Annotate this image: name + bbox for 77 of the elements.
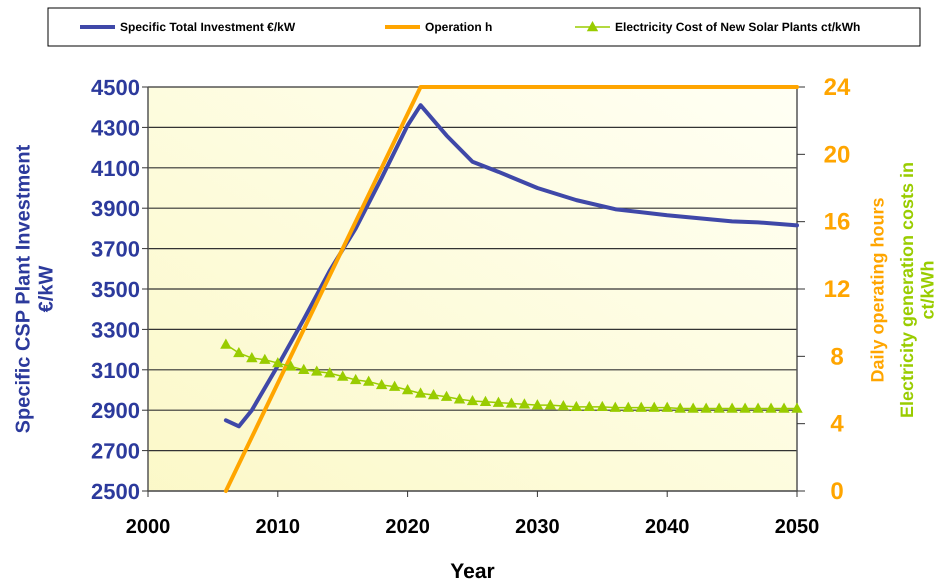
point bbox=[285, 360, 296, 371]
point bbox=[324, 367, 336, 378]
y-tick-label: 3100 bbox=[91, 358, 140, 383]
line-series bbox=[224, 103, 799, 428]
point bbox=[726, 402, 738, 413]
x-tick-label: 2020 bbox=[385, 516, 430, 538]
x-tick-label: 2040 bbox=[644, 516, 690, 538]
y-tick-label: 4100 bbox=[91, 156, 140, 181]
point bbox=[700, 402, 712, 413]
y-axis-title: Specific CSP Plant Investment €/kW bbox=[12, 144, 58, 434]
point bbox=[687, 402, 699, 413]
point bbox=[662, 402, 673, 412]
point bbox=[570, 400, 582, 412]
point bbox=[584, 400, 596, 412]
y-tick-label: 3300 bbox=[91, 317, 140, 342]
point bbox=[544, 399, 556, 410]
y-tick-label: 2700 bbox=[91, 438, 140, 464]
point bbox=[440, 390, 452, 401]
point bbox=[311, 365, 322, 376]
x-axis-title: Year bbox=[450, 560, 495, 583]
point bbox=[752, 402, 764, 413]
point bbox=[622, 402, 634, 412]
point bbox=[454, 393, 466, 404]
text: Electricity generation costs in ct/kWh bbox=[896, 162, 938, 418]
point bbox=[648, 402, 660, 412]
point bbox=[272, 357, 284, 368]
point bbox=[532, 399, 544, 410]
point bbox=[376, 378, 388, 390]
point bbox=[466, 394, 478, 406]
y2-tick-label: 20 bbox=[824, 141, 850, 168]
legend-label: Electricity Cost of New Solar Plants ct/kWh bbox=[615, 20, 860, 34]
x-tick-label: 2000 bbox=[126, 516, 170, 538]
point bbox=[259, 354, 271, 364]
point bbox=[506, 397, 518, 408]
point bbox=[596, 400, 608, 412]
point bbox=[558, 400, 570, 410]
point bbox=[350, 374, 362, 384]
legend-label: Specific Total Investment €/kW bbox=[120, 20, 296, 34]
y2-tick-label: 12 bbox=[824, 276, 850, 303]
point bbox=[220, 338, 232, 349]
point bbox=[636, 402, 647, 412]
x-tick-label: 2030 bbox=[515, 516, 560, 538]
point bbox=[492, 396, 504, 407]
y2-axis-title: Daily operating hours bbox=[867, 197, 888, 383]
point bbox=[233, 346, 245, 358]
point bbox=[414, 387, 426, 398]
y-tick-label: 4300 bbox=[91, 115, 140, 140]
x-tick-label: 2050 bbox=[774, 516, 820, 538]
point bbox=[610, 402, 621, 412]
y2-tick-label: 4 bbox=[830, 410, 844, 438]
y-tick-label: 3500 bbox=[91, 277, 140, 302]
point bbox=[674, 402, 686, 413]
y2-tick-label: 0 bbox=[830, 478, 844, 505]
point bbox=[402, 384, 414, 394]
point bbox=[298, 364, 310, 374]
point bbox=[518, 398, 530, 409]
x-tick-label: 2010 bbox=[256, 516, 300, 538]
y-tick-label: 2900 bbox=[91, 398, 140, 424]
point bbox=[739, 402, 751, 413]
point bbox=[362, 376, 374, 386]
y2-tick-label: 8 bbox=[830, 343, 844, 370]
point bbox=[778, 402, 790, 413]
point bbox=[246, 352, 258, 362]
point bbox=[388, 380, 400, 391]
point bbox=[428, 389, 440, 400]
y-tick-label: 3700 bbox=[91, 236, 140, 262]
legend-label: Operation h bbox=[425, 20, 492, 34]
point bbox=[765, 402, 777, 413]
y2-tick-label: 24 bbox=[824, 74, 851, 101]
y-tick-label: 4500 bbox=[91, 75, 140, 100]
y-tick-label: 3900 bbox=[91, 196, 140, 222]
point bbox=[337, 370, 348, 381]
point bbox=[480, 396, 492, 406]
point bbox=[791, 402, 803, 413]
y-tick-label: 2500 bbox=[91, 479, 140, 504]
point bbox=[713, 402, 725, 413]
y2-tick-label: 16 bbox=[824, 208, 850, 236]
